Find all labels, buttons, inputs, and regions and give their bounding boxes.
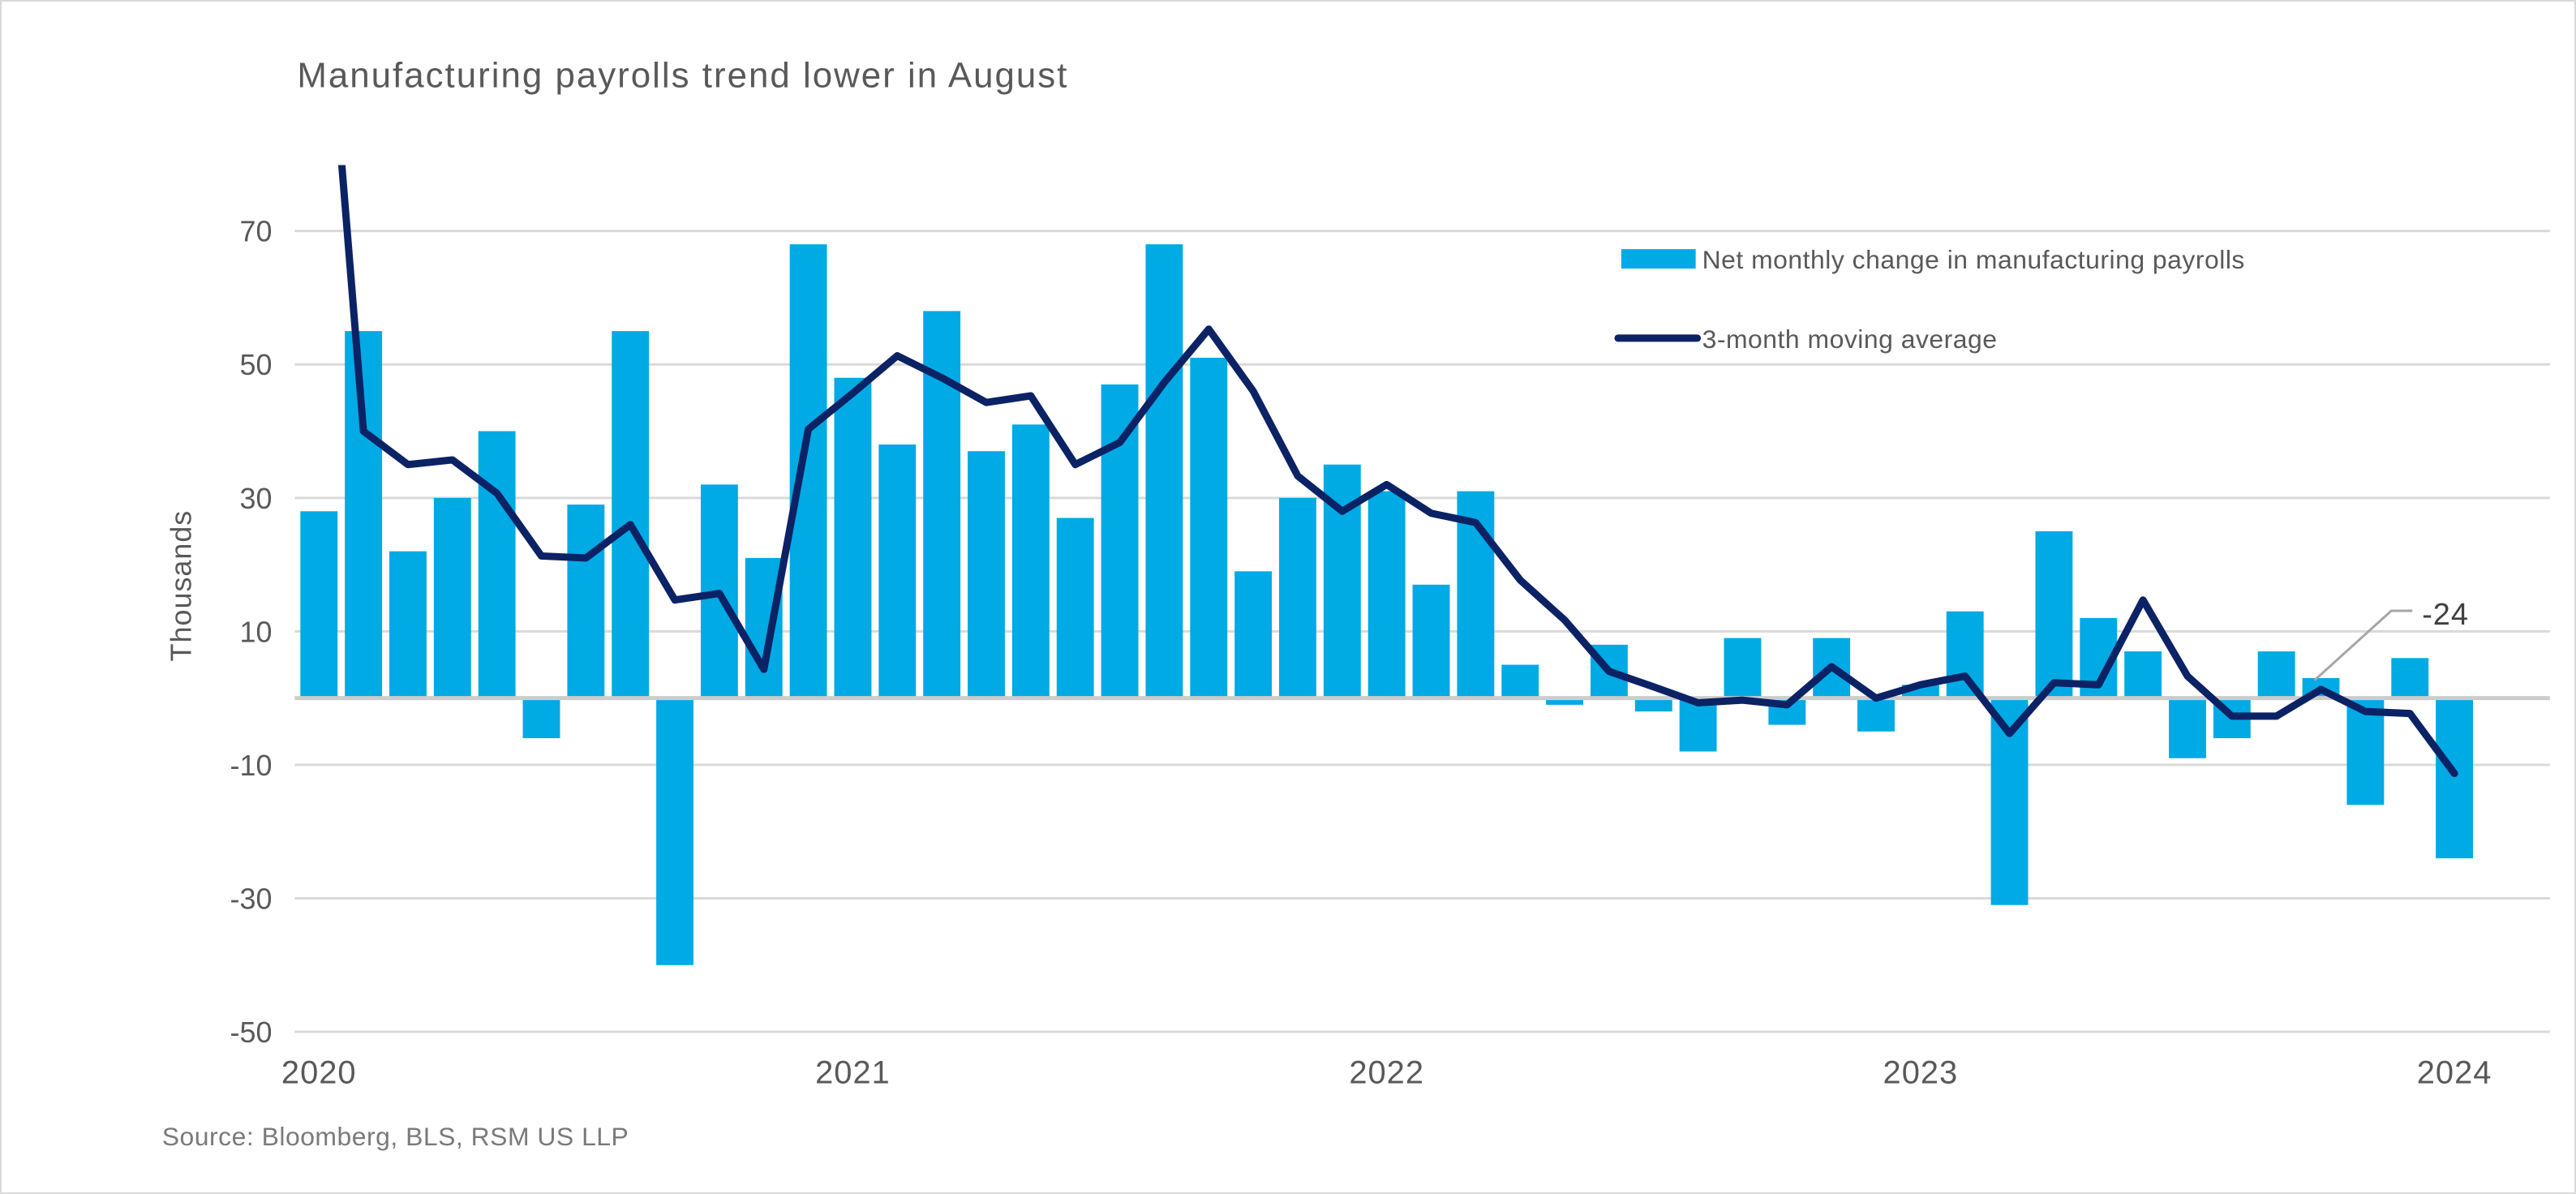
bar bbox=[1501, 664, 1539, 698]
y-tick-label: -10 bbox=[230, 749, 273, 782]
bar bbox=[2035, 530, 2073, 698]
bar bbox=[612, 331, 650, 698]
legend-bar-swatch-icon bbox=[1621, 249, 1696, 269]
bar bbox=[567, 505, 605, 698]
bar bbox=[1857, 698, 1895, 732]
callout-leader-line bbox=[2313, 609, 2413, 681]
bar bbox=[300, 511, 338, 698]
y-tick-label: 70 bbox=[239, 216, 272, 248]
bar bbox=[834, 377, 872, 698]
bar bbox=[2346, 698, 2385, 805]
bar bbox=[345, 331, 383, 698]
bar bbox=[656, 698, 693, 965]
x-axis-year-label: 2022 bbox=[1349, 1054, 1424, 1090]
bar bbox=[478, 431, 516, 698]
bar bbox=[745, 557, 783, 698]
bar bbox=[1546, 698, 1584, 705]
bar bbox=[1634, 698, 1672, 712]
bar bbox=[2391, 658, 2429, 698]
bar bbox=[878, 445, 917, 698]
bar bbox=[522, 698, 560, 739]
y-axis-tick-labels: 70 50 30 10 -10 -30 -50 bbox=[230, 216, 273, 1049]
bar bbox=[2124, 651, 2162, 698]
legend-bar-label: Net monthly change in manufacturing payr… bbox=[1702, 245, 2245, 274]
y-tick-label: -30 bbox=[230, 883, 273, 915]
bar bbox=[2436, 698, 2474, 859]
bar bbox=[1367, 491, 1406, 698]
bar bbox=[2257, 651, 2295, 698]
bar bbox=[433, 497, 471, 698]
x-axis-year-label: 2021 bbox=[815, 1054, 891, 1090]
bar bbox=[789, 244, 827, 698]
y-tick-label: 10 bbox=[239, 616, 272, 648]
legend: Net monthly change in manufacturing payr… bbox=[1614, 245, 2245, 354]
bar bbox=[1190, 358, 1228, 698]
x-axis-year-label: 2023 bbox=[1883, 1054, 1959, 1090]
bar bbox=[1145, 244, 1183, 698]
chart-title: Manufacturing payrolls trend lower in Au… bbox=[297, 56, 1068, 96]
y-axis-title: Thousands bbox=[165, 510, 198, 662]
x-axis-year-label: 2024 bbox=[2417, 1054, 2492, 1090]
bar bbox=[1679, 698, 1717, 752]
bar bbox=[968, 451, 1005, 698]
bar bbox=[1011, 424, 1050, 698]
x-axis-year-label: 2020 bbox=[281, 1054, 357, 1090]
bar bbox=[1946, 611, 1984, 698]
legend-line-label: 3-month moving average bbox=[1702, 324, 1998, 354]
bar bbox=[2169, 698, 2206, 758]
y-tick-label: 50 bbox=[239, 349, 272, 381]
moving-average-line bbox=[337, 165, 2458, 778]
source-note: Source: Bloomberg, BLS, RSM US LLP bbox=[162, 1122, 629, 1151]
bar bbox=[1412, 584, 1450, 698]
bar bbox=[1101, 384, 1139, 698]
data-label-callout: -24 bbox=[2313, 598, 2469, 681]
callout-value-label: -24 bbox=[2422, 598, 2469, 632]
bar bbox=[1279, 497, 1316, 698]
bar bbox=[1234, 571, 1273, 698]
y-tick-label: -50 bbox=[230, 1016, 273, 1049]
x-axis-year-labels: 2020 2021 2022 2023 2024 bbox=[281, 1054, 2492, 1090]
bar bbox=[1724, 638, 1762, 698]
bar bbox=[389, 551, 427, 698]
bar bbox=[1056, 518, 1094, 698]
y-tick-label: 30 bbox=[239, 483, 272, 515]
